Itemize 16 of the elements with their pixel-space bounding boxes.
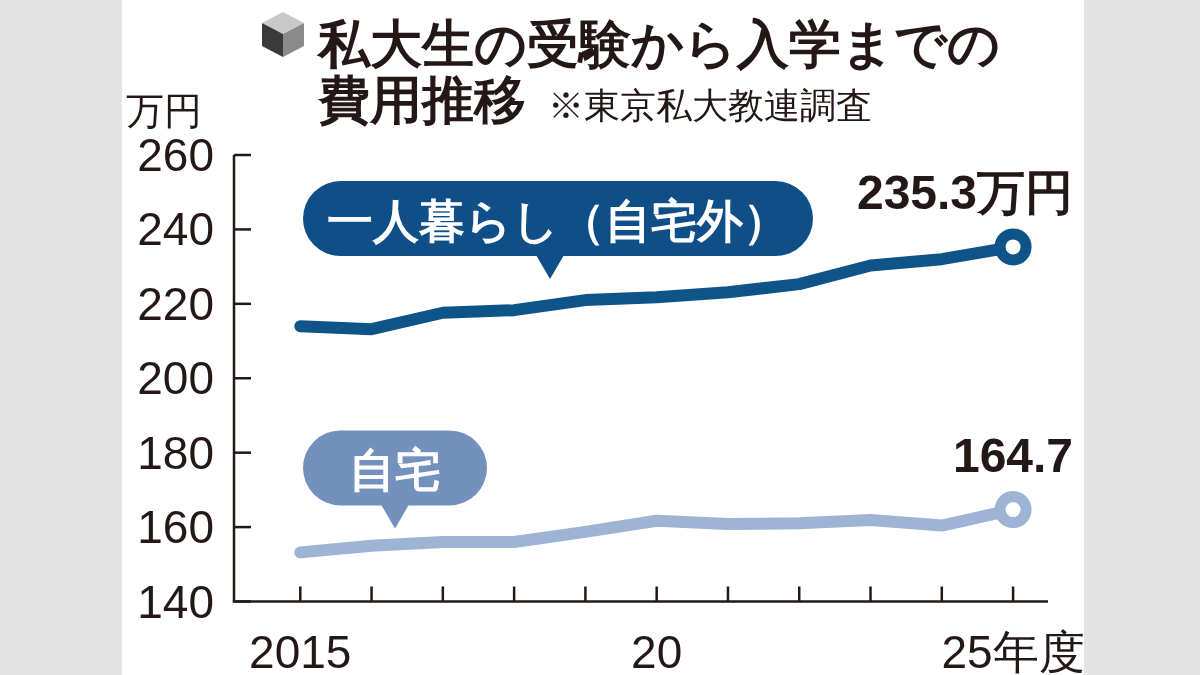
text: ※東京私大教連調査 — [548, 86, 872, 126]
y-axis-title: 万円 — [126, 90, 202, 132]
y-tick-label: 140 — [137, 575, 214, 628]
y-tick-label: 240 — [137, 203, 214, 256]
x-tick-label: 2015 — [249, 626, 352, 675]
y-tick-label: 260 — [137, 129, 214, 181]
series-label: 一人暮らし（自宅外） — [327, 194, 789, 247]
y-tick-label: 180 — [137, 426, 214, 479]
x-tick-label: 20 — [631, 626, 683, 675]
data-label: 164.7 — [952, 428, 1074, 482]
y-tick-label: 200 — [137, 352, 214, 405]
x-tick-label: 25年度 — [941, 626, 1085, 675]
y-tick-label: 220 — [137, 277, 214, 330]
y-tick-label: 160 — [137, 501, 214, 554]
series-label: 自宅 — [349, 443, 441, 496]
data-label: 235.3万円 — [856, 165, 1074, 219]
